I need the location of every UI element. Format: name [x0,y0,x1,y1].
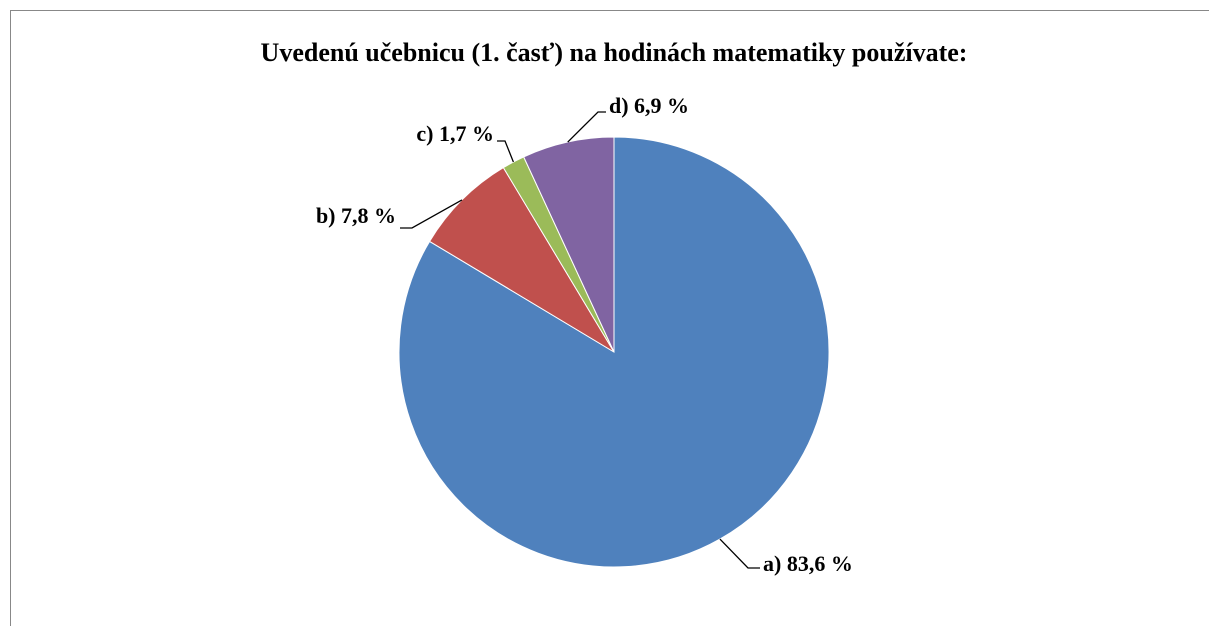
leader-line [497,140,514,163]
data-label: a) 83,6 % [763,551,853,576]
data-label: d) 6,9 % [609,93,689,118]
pie-slice [428,166,615,353]
data-label: c) 1,7 % [416,121,494,146]
leader-line [400,199,463,229]
chart-title: Uvedenú učebnicu (1. časť) na hodinách m… [261,38,968,67]
leader-line [719,538,760,569]
leader-line [567,111,606,143]
data-label: b) 7,8 % [316,203,396,228]
